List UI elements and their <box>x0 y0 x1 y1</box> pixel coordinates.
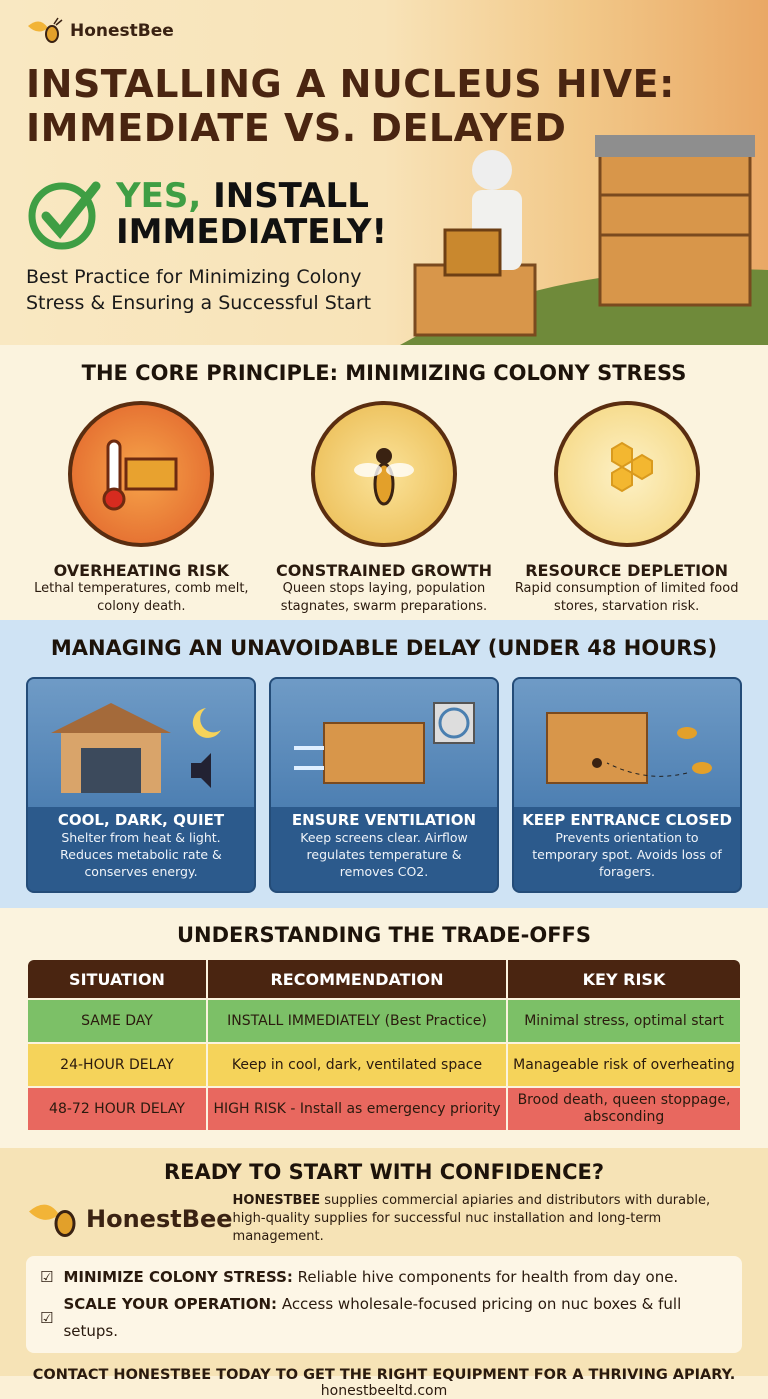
delay-section: MANAGING AN UNAVOIDABLE DELAY (UNDER 48 … <box>0 620 768 908</box>
checkmark-circle-icon <box>28 181 101 250</box>
delay-card: COOL, DARK, QUIET Shelter from heat & li… <box>26 677 256 893</box>
subtitle: Best Practice for Minimizing Colony Stres… <box>26 266 372 314</box>
brand-logo: HonestBee <box>26 1194 233 1244</box>
delay-card: KEEP ENTRANCE CLOSED Prevents orientatio… <box>512 677 742 893</box>
website-link[interactable]: honestbeeltd.com <box>320 1383 448 1399</box>
principle-item: CONSTRAINED GROWTH Queen stops laying, p… <box>264 401 504 616</box>
brand-name: HonestBee <box>70 21 174 41</box>
section-title: UNDERSTANDING THE TRADE-OFFS <box>176 923 592 947</box>
check-icon: ☑ <box>40 1268 54 1286</box>
list-item: ☑ MINIMIZE COLONY STRESS: Reliable hive c… <box>40 1264 728 1291</box>
tradeoffs-section: UNDERSTANDING THE TRADE-OFFS SITUATION RE… <box>0 908 768 1148</box>
core-principle-section: THE CORE PRINCIPLE: MINIMIZING COLONY ST… <box>0 345 768 620</box>
table-row: 24-HOUR DELAY Keep in cool, dark, ventila… <box>28 1044 740 1086</box>
queen-bee-icon <box>310 401 457 547</box>
list-item: ☑ SCALE YOUR OPERATION: Access wholesale-… <box>40 1295 682 1340</box>
page-title: INSTALLING A NUCLEUS HIVE: IMMEDIATE VS. … <box>26 62 675 150</box>
cta-section: READY TO START WITH CONFIDENCE? HonestBe… <box>0 1148 768 1399</box>
cta-description: HONESTBEE supplies commercial apiaries a… <box>232 1193 711 1244</box>
thermometer-melting-comb-icon <box>68 401 215 547</box>
benefits-list: ☑ MINIMIZE COLONY STRESS: Reliable hive c… <box>26 1256 742 1353</box>
bee-logo-icon <box>29 1204 76 1237</box>
beekeeper-hive-illustration <box>400 135 768 345</box>
table-row: SAME DAY INSTALL IMMEDIATELY (Best Practi… <box>28 1000 740 1042</box>
headline-answer: YES, INSTALL IMMEDIATELY! <box>116 176 388 252</box>
table-row: 48-72 HOUR DELAY HIGH RISK - Install as e… <box>28 1088 740 1130</box>
section-title: THE CORE PRINCIPLE: MINIMIZING COLONY ST… <box>81 361 687 385</box>
delay-card: ENSURE VENTILATION Keep screens clear. A… <box>269 677 499 893</box>
principle-item: OVERHEATING RISK Lethal temperatures, co… <box>21 401 261 616</box>
check-icon: ☑ <box>40 1308 54 1327</box>
cta-title: READY TO START WITH CONFIDENCE? <box>163 1160 605 1184</box>
principle-item: RESOURCE DEPLETION Rapid consumption of … <box>507 401 747 616</box>
honeycomb-bees-icon <box>553 401 700 547</box>
garage-moon-icon <box>28 679 254 807</box>
tradeoffs-table: SITUATION RECOMMENDATION KEY RISK SAME DAY… <box>26 958 742 1132</box>
bee-logo-icon <box>28 17 63 43</box>
closed-entrance-icon <box>514 679 740 807</box>
brand-logo: HonestBee <box>26 16 174 46</box>
hero-banner: HonestBee INSTALLING A NUCLEUS HIVE: IMME… <box>0 0 768 345</box>
section-title: MANAGING AN UNAVOIDABLE DELAY (UNDER 48 … <box>50 636 718 660</box>
contact-callout: CONTACT HONESTBEE TODAY TO GET THE RIGHT… <box>32 1367 736 1383</box>
ventilation-fan-icon <box>271 679 497 807</box>
